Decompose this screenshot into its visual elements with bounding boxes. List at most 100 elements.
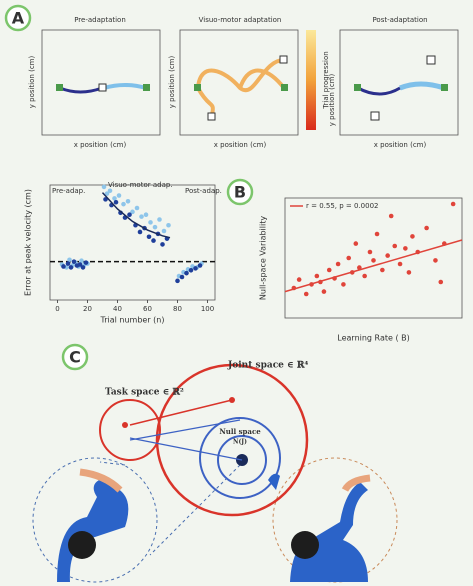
point — [166, 223, 171, 228]
fit-line — [285, 240, 462, 292]
x-label: x position (cm) — [374, 141, 427, 149]
plot-title: Visuo-motor adaptation — [199, 16, 282, 24]
point — [407, 270, 412, 275]
axes — [340, 30, 458, 135]
target — [208, 113, 215, 120]
trajectory — [198, 60, 284, 115]
point — [121, 202, 126, 207]
point — [362, 274, 367, 279]
point — [184, 271, 189, 276]
plot-title: Pre-adaptation — [74, 16, 126, 24]
x-tick-label: 20 — [83, 305, 92, 313]
point — [385, 253, 390, 258]
x-tick-label: 40 — [113, 305, 122, 313]
point — [424, 226, 429, 231]
x-label: x position (cm) — [74, 141, 127, 149]
target — [56, 84, 63, 91]
page: A B C Pre-adaptation Visuo-motor adaptat… — [0, 0, 473, 586]
x-tick-label: 60 — [143, 305, 152, 313]
point — [180, 275, 185, 280]
task-space-label: Task space ∈ ℝ² — [105, 388, 184, 398]
point — [315, 274, 320, 279]
point — [389, 214, 394, 219]
point — [61, 264, 66, 269]
y-label: Error at peak velocity (cm) — [24, 189, 33, 296]
point — [135, 206, 140, 211]
point — [189, 268, 194, 273]
point — [327, 268, 332, 273]
point — [126, 199, 131, 204]
point — [151, 238, 156, 243]
point — [127, 212, 132, 217]
point — [336, 262, 341, 267]
point — [403, 246, 408, 251]
head — [291, 531, 319, 559]
plot-title: r = 0.55, p = 0.0002 — [306, 202, 378, 210]
point — [438, 280, 443, 285]
null-space-sub: N(J) — [233, 439, 247, 446]
colorbar — [306, 30, 316, 130]
point — [398, 262, 403, 267]
axes — [42, 30, 160, 135]
figure: A B C Pre-adaptation Visuo-motor adaptat… — [0, 0, 473, 586]
point — [84, 260, 89, 265]
panel-c: Task space ∈ ℝ² Joint space ∈ ℝ⁴ Null sp… — [33, 361, 397, 583]
annotation: Post-adap. — [185, 187, 222, 195]
null-space-label: Null space — [219, 427, 261, 436]
x-label: Learning Rate ( B) — [337, 334, 409, 343]
point — [157, 217, 162, 222]
target — [281, 84, 288, 91]
panel-label: A — [12, 9, 25, 28]
point — [147, 234, 152, 239]
point — [375, 232, 380, 237]
target — [354, 84, 361, 91]
point — [193, 266, 198, 271]
point — [102, 185, 107, 190]
annotation: Pre-adap. — [52, 187, 85, 195]
point — [138, 230, 143, 235]
body — [57, 477, 128, 582]
x-tick-label: 80 — [173, 305, 182, 313]
point — [410, 234, 415, 239]
y-label: y position (cm) — [328, 74, 336, 127]
point — [392, 244, 397, 249]
point — [346, 256, 351, 261]
panel-a: Pre-adaptation Visuo-motor adaptation Po… — [28, 16, 458, 149]
point — [72, 259, 77, 264]
target — [99, 84, 106, 91]
point — [380, 268, 385, 273]
y-label: Null-space Variability — [259, 216, 268, 300]
trajectory — [400, 84, 444, 88]
task-space — [100, 400, 160, 460]
plot-title: Post-adaptation — [372, 16, 427, 24]
target — [371, 112, 379, 120]
point — [66, 261, 71, 266]
point — [153, 225, 158, 230]
target — [441, 84, 448, 91]
point — [122, 422, 128, 428]
target — [280, 56, 287, 63]
point — [144, 212, 149, 217]
trajectory — [358, 88, 400, 94]
x-label: Trial number (n) — [100, 316, 165, 325]
panel-label: B — [234, 183, 246, 202]
point — [297, 277, 302, 282]
point — [198, 263, 203, 268]
panel-label: C — [69, 348, 81, 367]
x-tick-label: 100 — [201, 305, 214, 313]
point — [160, 242, 165, 247]
point — [451, 202, 456, 207]
point — [322, 289, 327, 294]
point — [114, 200, 119, 205]
head — [68, 531, 96, 559]
y-label: y position (cm) — [28, 56, 36, 109]
point — [229, 397, 235, 403]
point — [162, 229, 167, 234]
trajectory — [104, 85, 146, 88]
target — [427, 56, 435, 64]
point — [304, 292, 309, 297]
arm-icon — [268, 474, 280, 490]
map-arrow — [130, 438, 242, 460]
target — [143, 84, 150, 91]
point — [69, 265, 74, 270]
